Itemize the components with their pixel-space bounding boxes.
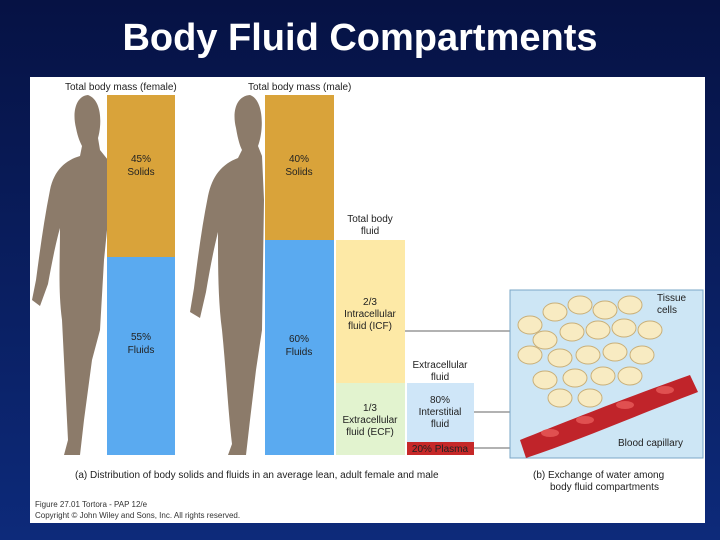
male-solids-pct: 40% [289, 154, 309, 165]
male-solids-label: Solids [285, 167, 312, 178]
female-label: Total body mass (female) [65, 82, 177, 93]
total-fluid-label: fluid [361, 226, 379, 237]
credit: Figure 27.01 Tortora - PAP 12/e [35, 500, 148, 509]
blood-cells [541, 386, 674, 437]
ecf-label: Extracellular [342, 415, 398, 426]
plasma-bar [407, 442, 474, 455]
interstitial-label: 80% [430, 395, 450, 406]
tissue-cells-label: Tissue [657, 293, 687, 304]
extracellular-label: Extracellular [412, 360, 468, 371]
interstitial-bar [407, 383, 474, 442]
icf-label: Intracellular [344, 309, 396, 320]
female-fluids-bar [107, 257, 175, 455]
male-silhouette [190, 95, 264, 455]
tissue-cells-label: cells [657, 305, 677, 316]
slide-title: Body Fluid Compartments [122, 17, 597, 59]
capillary-label: Blood capillary [618, 438, 683, 449]
icf-label: fluid (ICF) [348, 321, 392, 332]
male-fluids-label: Fluids [286, 347, 313, 358]
credit: Copyright © John Wiley and Sons, Inc. Al… [35, 511, 240, 520]
female-solids-label: Solids [127, 167, 154, 178]
caption-b: (b) Exchange of water among [533, 470, 664, 481]
caption-b: body fluid compartments [550, 482, 659, 493]
total-fluid-label: Total body [347, 214, 393, 225]
interstitial-label: Interstitial [419, 407, 462, 418]
female-solids-pct: 45% [131, 154, 151, 165]
male-fluids-bar [265, 240, 334, 455]
female-silhouette [32, 95, 108, 455]
ecf-label: fluid (ECF) [346, 427, 394, 438]
tissue-cells [517, 295, 663, 408]
icf-bar [336, 240, 405, 383]
male-fluids-pct: 60% [289, 334, 309, 345]
icf-label: 2/3 [363, 297, 377, 308]
female-fluids-label: Fluids [128, 345, 155, 356]
interstitial-label: fluid [431, 419, 449, 430]
male-solids-bar [265, 95, 334, 240]
female-fluids-pct: 55% [131, 332, 151, 343]
male-label: Total body mass (male) [248, 82, 351, 93]
ecf-bar [336, 383, 405, 455]
caption-a: (a) Distribution of body solids and flui… [75, 470, 439, 481]
capillary [520, 375, 698, 458]
plasma-label: 20% Plasma [412, 444, 469, 455]
female-solids-bar [107, 95, 175, 257]
extracellular-label: fluid [431, 372, 449, 383]
ecf-label: 1/3 [363, 403, 377, 414]
